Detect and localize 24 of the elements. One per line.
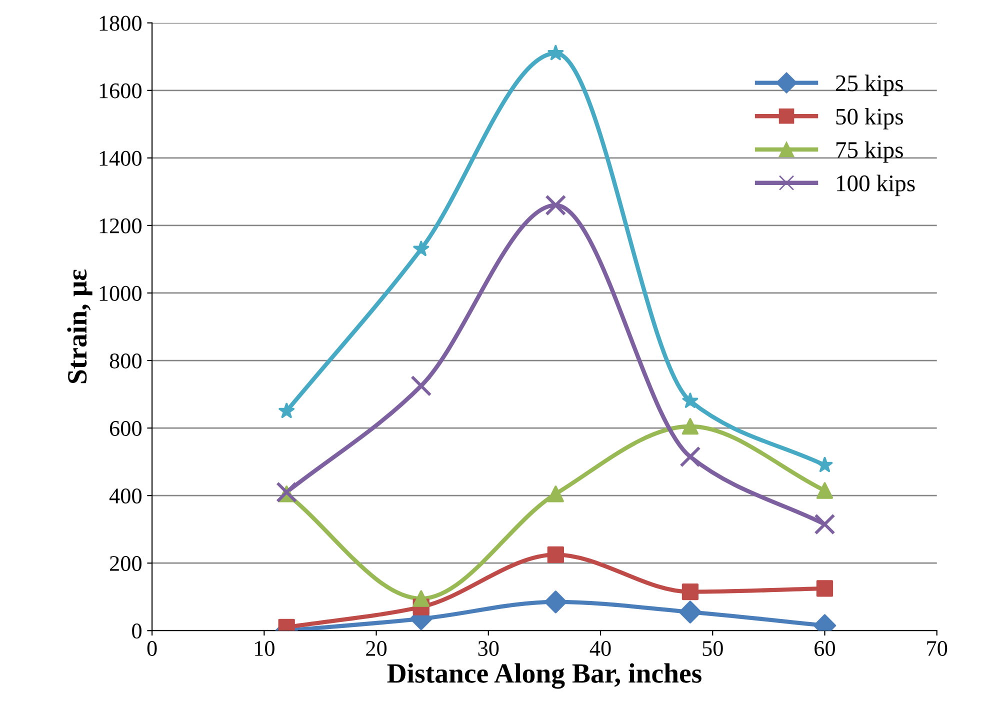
y-tick-label: 200	[110, 556, 142, 572]
x-tick-label: 30	[478, 640, 499, 656]
y-tick-label: 1800	[100, 16, 142, 31]
legend-label: 75 kips	[836, 141, 903, 163]
y-tick-label: 0	[132, 624, 142, 639]
x-tick-label: 60	[814, 640, 836, 656]
y-tick-label: 1000	[100, 286, 142, 301]
y-tick-label: 1400	[100, 150, 142, 166]
x-tick-label: 0	[147, 640, 157, 656]
legend-label: 100 kips	[837, 174, 915, 196]
legend-label: 25 kips	[836, 74, 903, 96]
y-tick-label: 600	[110, 420, 142, 436]
x-tick-label: 10	[255, 640, 274, 656]
y-axis-title: Strain, με	[67, 270, 92, 384]
x-tick-label: 70	[927, 640, 948, 656]
y-tick-label: 400	[109, 488, 142, 504]
y-tick-label: 800	[110, 353, 142, 368]
x-tick-label: 20	[366, 640, 387, 656]
x-axis-title: Distance Along Bar, inches	[387, 663, 702, 689]
legend-label: 50 kips	[836, 108, 903, 130]
x-tick-label: 50	[702, 640, 723, 656]
x-tick-label: 40	[590, 640, 611, 656]
y-tick-label: 1200	[100, 218, 142, 234]
y-tick-label: 1600	[100, 83, 142, 98]
